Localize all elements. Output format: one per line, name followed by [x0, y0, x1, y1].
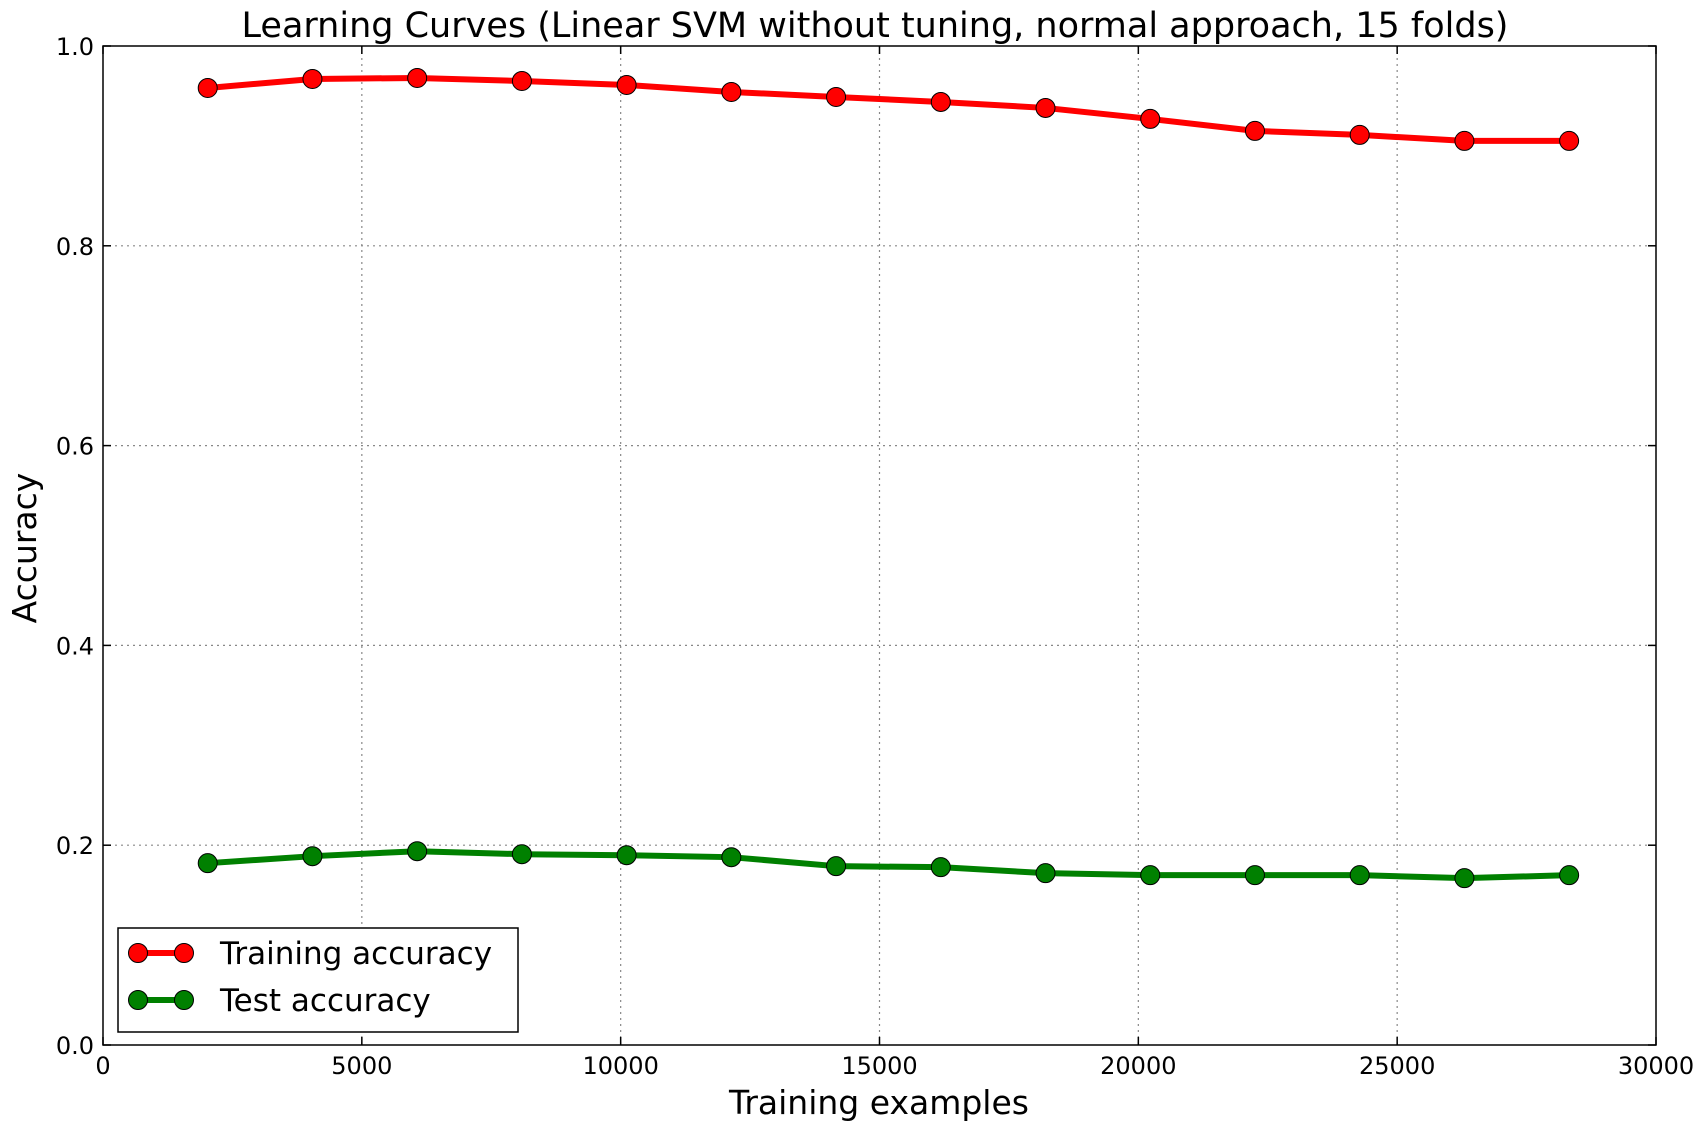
series-1-point	[302, 846, 323, 867]
legend-swatch-marker-training-end	[174, 943, 194, 963]
y-axis-title: Accuracy	[5, 473, 44, 624]
series-1-point	[826, 856, 847, 877]
series-0-point	[511, 70, 532, 91]
y-tick-label: 0.8	[56, 233, 94, 261]
series-0-point	[1454, 130, 1475, 151]
series-0-point	[1559, 130, 1580, 151]
series-0-point	[721, 81, 742, 102]
chart-title: Learning Curves (Linear SVM without tuni…	[242, 6, 1509, 46]
series-1-point	[1035, 863, 1056, 884]
x-tick-label: 25000	[1359, 1052, 1435, 1080]
series-1-point	[511, 844, 532, 865]
series-0-point	[826, 86, 847, 107]
series-layer	[197, 67, 1580, 889]
x-axis-title: Training examples	[728, 1083, 1029, 1122]
series-1-point	[1244, 865, 1265, 886]
x-tick-label: 15000	[841, 1052, 917, 1080]
series-1-point	[197, 853, 218, 874]
series-1-point	[1140, 865, 1161, 886]
series-0-point	[302, 68, 323, 89]
x-tick-label: 10000	[582, 1052, 658, 1080]
series-0-point	[930, 91, 951, 112]
y-tick-label: 1.0	[56, 33, 94, 61]
series-0-point	[197, 77, 218, 98]
y-tick-label: 0.4	[56, 632, 94, 660]
legend-label-test: Test accuracy	[219, 983, 431, 1019]
series-0-point	[1140, 108, 1161, 129]
x-tick-label: 0	[95, 1052, 110, 1080]
series-1-point	[616, 845, 637, 866]
x-tick-label: 5000	[331, 1052, 392, 1080]
y-tick-label: 0.6	[56, 433, 94, 461]
y-tick-label: 0.0	[56, 1032, 94, 1060]
series-1-point	[930, 857, 951, 878]
legend-entry-test: Test accuracy	[128, 983, 431, 1019]
grid-lines	[103, 46, 1656, 1045]
legend-label-training: Training accuracy	[219, 936, 492, 972]
x-tick-label: 20000	[1100, 1052, 1176, 1080]
series-1-point	[1559, 865, 1580, 886]
legend-swatch-marker-test-end	[174, 990, 194, 1010]
series-line-0	[204, 74, 1573, 144]
legend: Training accuracy Test accuracy	[117, 927, 519, 1033]
series-1-point	[1349, 865, 1370, 886]
legend-entry-training: Training accuracy	[128, 936, 492, 972]
series-line-1	[204, 848, 1573, 882]
legend-swatch-marker-test	[128, 990, 148, 1010]
y-tick-label: 0.2	[56, 832, 94, 860]
series-0-point	[616, 74, 637, 95]
series-0-point	[407, 67, 428, 88]
series-1-point	[407, 841, 428, 862]
x-tick-label: 30000	[1618, 1052, 1694, 1080]
series-1-point	[1454, 868, 1475, 889]
series-0-point	[1244, 120, 1265, 141]
legend-swatch-marker-training	[128, 943, 148, 963]
tick-layer: 0 5000 10000 15000 20000 25000 30000 0.0 0.2 0.4 0…	[56, 33, 1694, 1080]
series-1-point	[721, 847, 742, 868]
series-0-point	[1349, 124, 1370, 145]
series-0-point	[1035, 97, 1056, 118]
